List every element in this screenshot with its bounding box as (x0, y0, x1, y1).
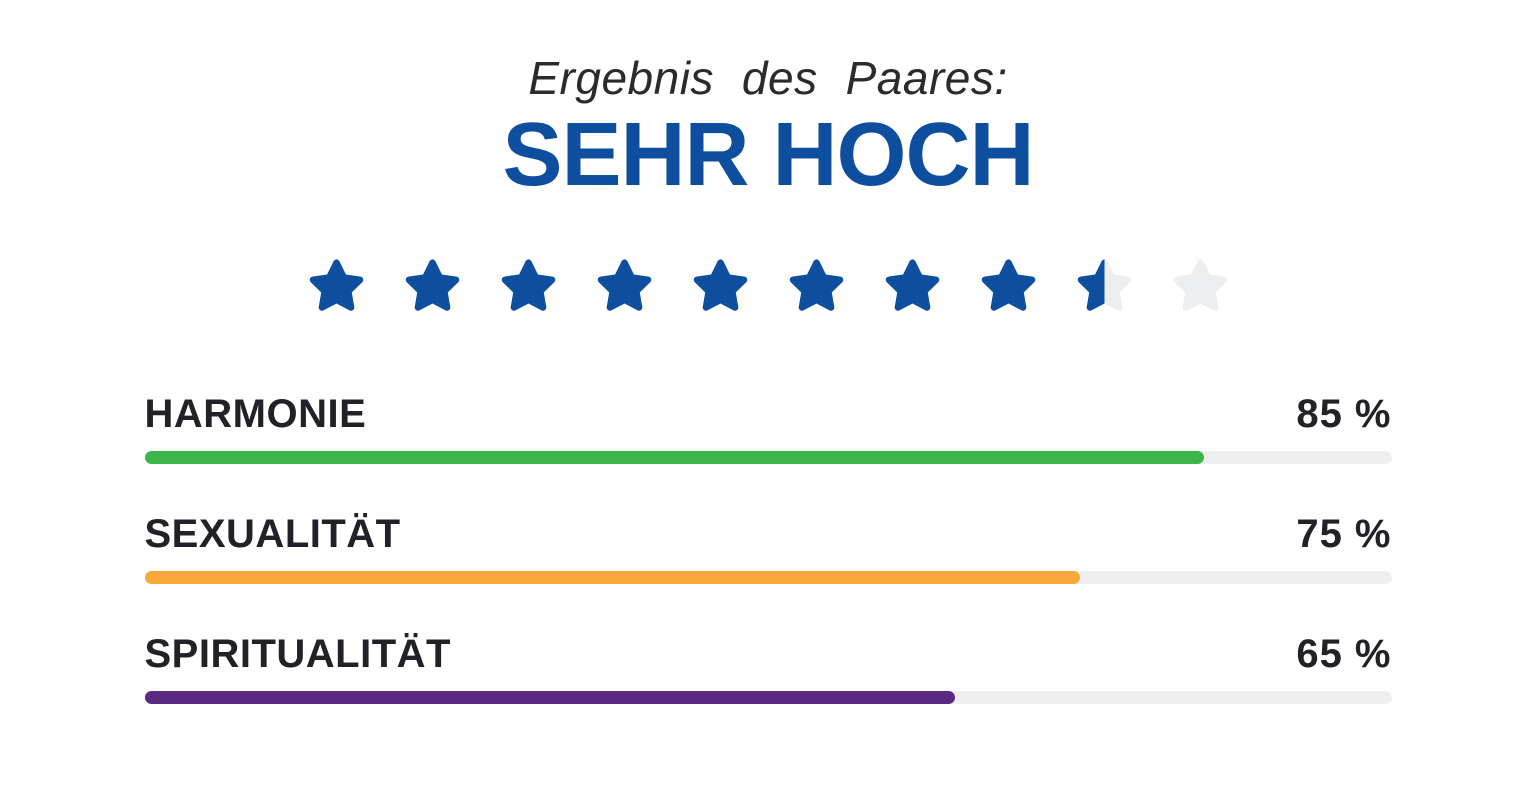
star-half-icon (1077, 258, 1131, 311)
score-bars: HARMONIE 85 % SEXUALITÄT 75 % SPIRITUALI… (144, 392, 1392, 704)
star-full-icon (789, 258, 843, 311)
star-full-icon (885, 258, 939, 311)
score-value-spiritualitaet: 65 % (1296, 632, 1392, 676)
progress-fill-harmonie (144, 451, 1205, 464)
star-full-icon (981, 258, 1035, 311)
score-label-sexualitaet: SEXUALITÄT (144, 512, 401, 556)
star-full-icon (501, 258, 555, 311)
star-full-icon (597, 258, 651, 311)
progress-track-sexualitaet (144, 571, 1392, 584)
star-rating (0, 252, 1536, 316)
progress-fill-sexualitaet (144, 571, 1080, 584)
star-full-icon (405, 258, 459, 311)
score-row-harmonie: HARMONIE 85 % (144, 392, 1392, 464)
progress-track-spiritualitaet (144, 691, 1392, 704)
score-row-sexualitaet: SEXUALITÄT 75 % (144, 512, 1392, 584)
score-row-spiritualitaet: SPIRITUALITÄT 65 % (144, 632, 1392, 704)
result-card: Ergebnis des Paares: SEHR HOCH HARMONIE … (0, 52, 1536, 704)
score-value-sexualitaet: 75 % (1296, 512, 1392, 556)
star-full-icon (693, 258, 747, 311)
progress-track-harmonie (144, 451, 1392, 464)
page-subtitle: Ergebnis des Paares: (528, 52, 1008, 104)
score-label-spiritualitaet: SPIRITUALITÄT (144, 632, 451, 676)
progress-fill-spiritualitaet (144, 691, 956, 704)
star-full-icon (309, 258, 363, 311)
score-value-harmonie: 85 % (1296, 392, 1392, 436)
star-empty-icon (1173, 258, 1227, 311)
score-label-harmonie: HARMONIE (144, 392, 367, 436)
result-label: SEHR HOCH (502, 105, 1034, 205)
